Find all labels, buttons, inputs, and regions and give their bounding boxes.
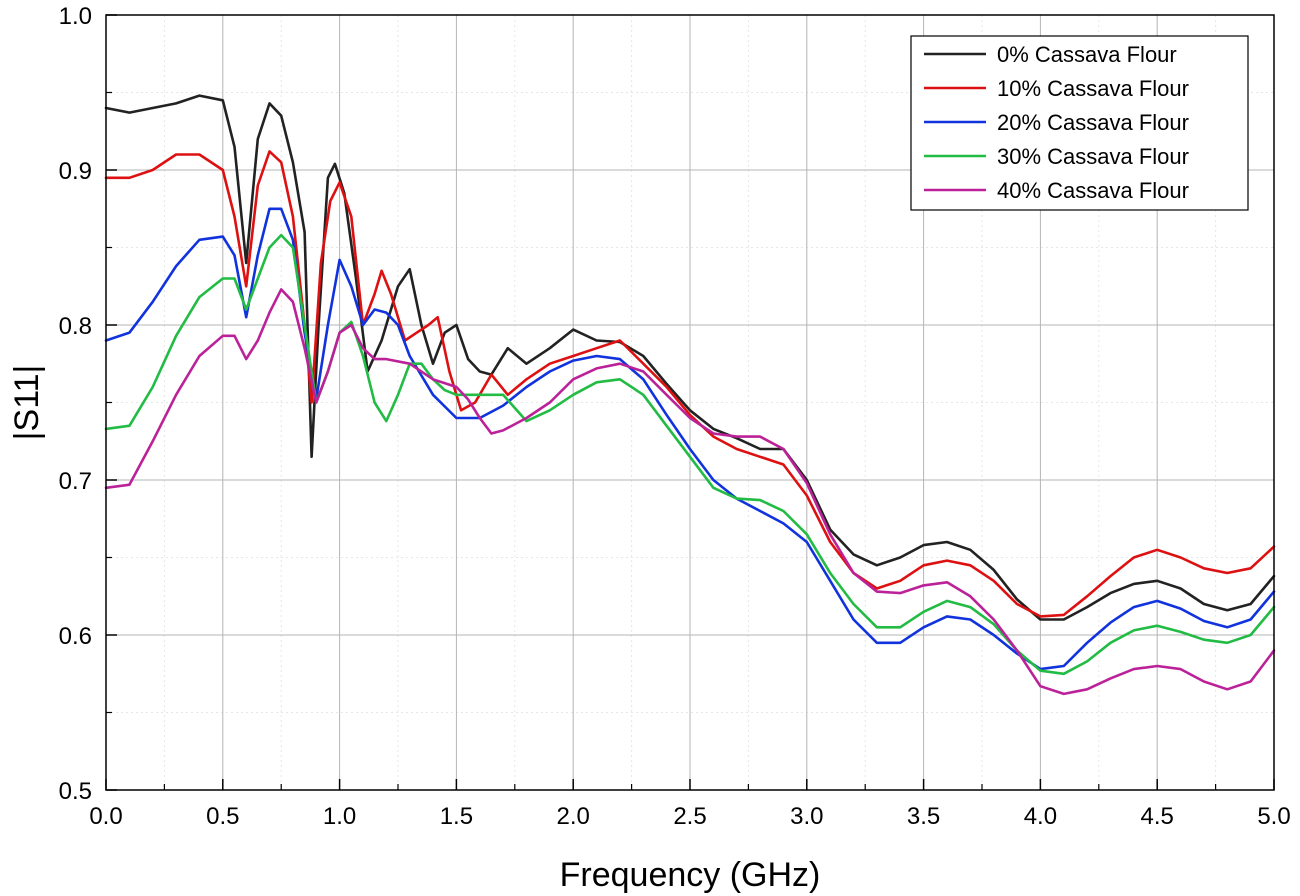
axis-ticks	[105, 14, 1275, 791]
x-tick-label: 2.5	[673, 803, 706, 830]
x-tick-label: 1.0	[323, 803, 356, 830]
y-axis-title: |S11|	[8, 365, 46, 441]
series-line-4	[104, 288, 1276, 696]
x-tick-label: 1.5	[440, 803, 473, 830]
series-line-3	[104, 233, 1276, 676]
series-line-2	[104, 207, 1276, 671]
legend-label-3: 30% Cassava Flour	[997, 144, 1189, 169]
y-tick-label: 0.9	[59, 158, 92, 185]
x-tick-label: 4.0	[1024, 803, 1057, 830]
y-tick-label: 0.5	[59, 778, 92, 805]
legend-label-4: 40% Cassava Flour	[997, 178, 1189, 203]
legend-label-2: 20% Cassava Flour	[997, 110, 1189, 135]
legend: 0% Cassava Flour 10% Cassava Flour 20% Cas…	[910, 35, 1249, 211]
axis-tick-labels: 0.0 0.5 1.0 1.5 2.0 2.5 3.0 3.5 4.0 4.5 5.00.50.60…	[59, 3, 1291, 830]
series-layer	[104, 94, 1276, 696]
x-tick-label: 5.0	[1257, 803, 1290, 830]
y-tick-label: 0.7	[59, 468, 92, 495]
x-tick-label: 0.0	[89, 803, 122, 830]
x-tick-label: 2.0	[557, 803, 590, 830]
series-line-1	[104, 150, 1276, 618]
y-tick-label: 0.8	[59, 313, 92, 340]
x-axis-title: Frequency (GHz)	[560, 856, 821, 894]
legend-label-0: 0% Cassava Flour	[997, 42, 1177, 67]
x-tick-label: 4.5	[1141, 803, 1174, 830]
minor-grid	[106, 15, 1274, 790]
y-tick-label: 1.0	[59, 3, 92, 30]
y-tick-label: 0.6	[59, 623, 92, 650]
x-tick-label: 3.5	[907, 803, 940, 830]
legend-label-1: 10% Cassava Flour	[997, 76, 1189, 101]
x-tick-label: 0.5	[206, 803, 239, 830]
x-tick-label: 3.0	[790, 803, 823, 830]
